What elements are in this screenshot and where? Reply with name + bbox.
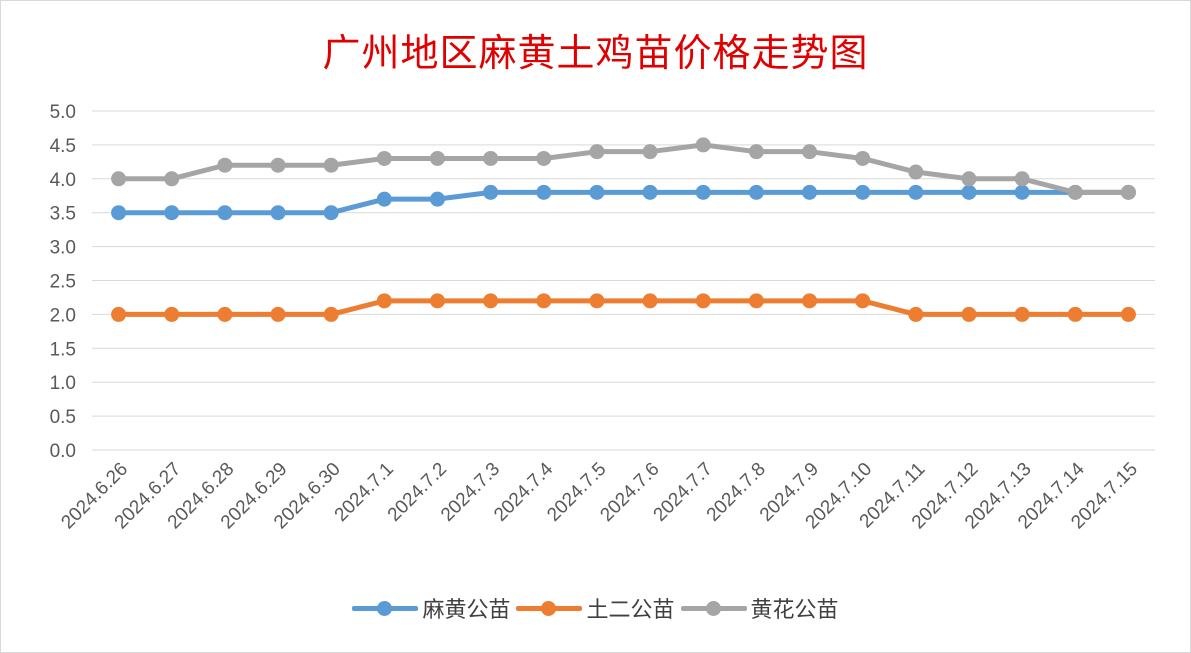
y-tick-label-8: 4.0: [50, 170, 76, 191]
series-0-point-8: [536, 184, 552, 200]
y-tick-label-3: 1.5: [50, 339, 76, 360]
y-axis-ticks: 0.0 0.5 1.0 1.5 2.0 2.5 3.0 3.5 4.0 4.5 5.0: [50, 102, 76, 462]
series-0-point-5: [376, 191, 392, 207]
legend: 麻黄公苗 土二公苗 黄花公苗: [0, 592, 1191, 624]
legend-label-1: 土二公苗: [586, 598, 675, 623]
y-tick-label-0: 0.0: [50, 441, 76, 462]
series-1-point-2: [217, 306, 233, 322]
series-1-point-15: [908, 306, 924, 322]
legend-swatch-2: [680, 595, 747, 621]
series-2-point-19: [1120, 184, 1136, 200]
series-0-point-9: [589, 184, 605, 200]
series-0-point-10: [642, 184, 658, 200]
series-0-point-16: [961, 184, 977, 200]
legend-item-1: 土二公苗: [516, 592, 675, 624]
series-1-point-10: [642, 293, 658, 309]
series-1-point-3: [270, 306, 286, 322]
series-1-point-0: [111, 306, 127, 322]
series-2-point-16: [961, 171, 977, 187]
legend-swatch-0: [352, 595, 419, 621]
series-2-point-10: [642, 144, 658, 160]
y-tick-label-5: 2.5: [50, 272, 76, 293]
y-tick-label-1: 0.5: [50, 407, 76, 428]
series-1-point-6: [429, 293, 445, 309]
series-0-point-2: [217, 205, 233, 221]
series-2-point-13: [802, 144, 818, 160]
series-2-point-8: [536, 150, 552, 166]
series-0-point-15: [908, 184, 924, 200]
series-0-point-13: [802, 184, 818, 200]
legend-dot-2: [705, 601, 721, 616]
gridlines: [92, 110, 1155, 451]
series-0-point-12: [748, 184, 764, 200]
series-0-point-1: [164, 205, 180, 221]
series-2-point-15: [908, 164, 924, 180]
series-1-point-11: [695, 293, 711, 309]
series-2-point-14: [855, 150, 871, 166]
series-1-point-1: [164, 306, 180, 322]
series-0-point-3: [270, 205, 286, 221]
series-2-point-0: [111, 171, 127, 187]
series-1-point-17: [1014, 306, 1030, 322]
series-0-point-14: [855, 184, 871, 200]
series-0-point-7: [483, 184, 499, 200]
series-2-point-17: [1014, 171, 1030, 187]
legend-label-0: 麻黄公苗: [422, 598, 511, 623]
series-1-point-4: [323, 306, 339, 322]
series-1-point-8: [536, 293, 552, 309]
x-axis-ticks: 2024.6.262024.6.272024.6.282024.6.292024…: [57, 458, 1141, 533]
series-2-point-5: [376, 150, 392, 166]
series-0-point-0: [111, 205, 127, 221]
y-tick-label-4: 2.0: [50, 305, 76, 326]
series-1-point-9: [589, 293, 605, 309]
series-0-point-4: [323, 205, 339, 221]
series-2-point-1: [164, 171, 180, 187]
y-tick-label-2: 1.0: [50, 373, 76, 394]
series-0-point-6: [429, 191, 445, 207]
series-2-point-6: [429, 150, 445, 166]
series-line-0: [116, 189, 1131, 216]
series-lines: [111, 137, 1136, 322]
legend-item-2: 黄花公苗: [680, 592, 839, 624]
legend-label-2: 黄花公苗: [750, 598, 839, 623]
legend-swatch-1: [516, 595, 583, 621]
series-2-point-9: [589, 144, 605, 160]
y-tick-label-10: 5.0: [50, 102, 76, 123]
series-1-point-5: [376, 293, 392, 309]
y-tick-label-7: 3.5: [50, 204, 76, 225]
series-1-point-18: [1067, 306, 1083, 322]
chart-title: 广州地区麻黄土鸡苗价格走势图: [322, 31, 869, 75]
series-1-point-16: [961, 306, 977, 322]
series-line-2: [116, 142, 1131, 195]
legend-dot-0: [377, 601, 393, 616]
series-1-point-14: [855, 293, 871, 309]
series-0-point-17: [1014, 184, 1030, 200]
series-1-point-12: [748, 293, 764, 309]
series-2-point-11: [695, 137, 711, 153]
series-1-point-19: [1120, 306, 1136, 322]
series-0-point-11: [695, 184, 711, 200]
series-1-point-13: [802, 293, 818, 309]
series-2-point-18: [1067, 184, 1083, 200]
legend-item-0: 麻黄公苗: [352, 592, 510, 624]
y-tick-label-9: 4.5: [50, 136, 76, 157]
legend-dot-1: [541, 601, 557, 616]
series-2-point-4: [323, 157, 339, 173]
series-2-point-7: [483, 150, 499, 166]
series-line-1: [116, 298, 1131, 317]
series-2-point-2: [217, 157, 233, 173]
series-2-point-3: [270, 157, 286, 173]
series-2-point-12: [748, 144, 764, 160]
series-1-point-7: [483, 293, 499, 309]
y-tick-label-6: 3.0: [50, 238, 76, 259]
